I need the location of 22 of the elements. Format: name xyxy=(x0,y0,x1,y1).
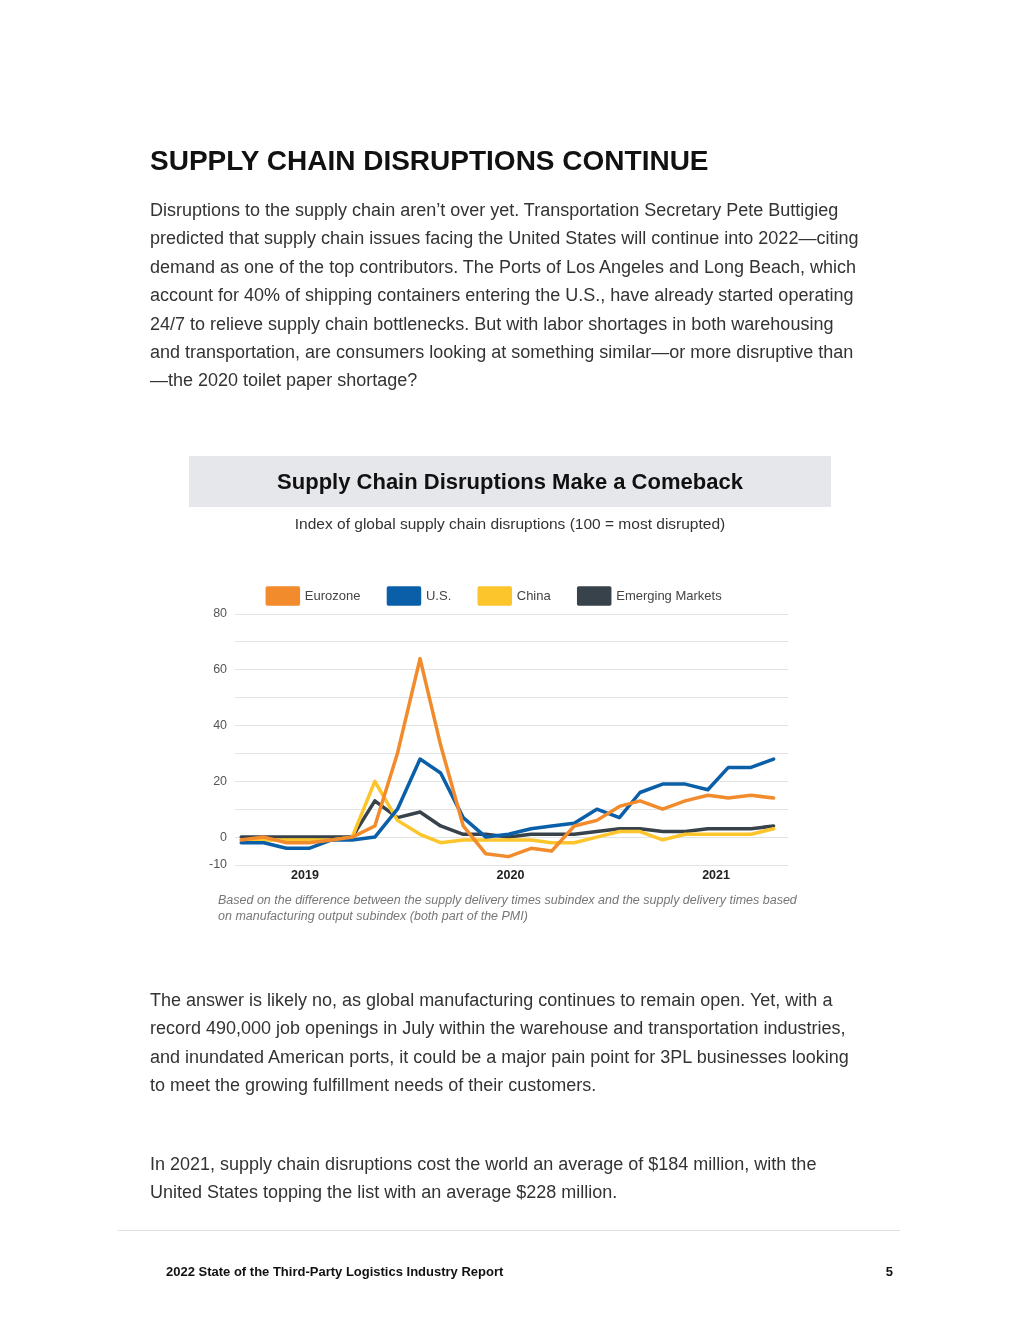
text: 2022 State of the Third-Party Logistics Industry Report xyxy=(166,1264,504,1279)
y-tick-label: -10 xyxy=(208,857,228,872)
chart-title: Supply Chain Disruptions Make a Comeback xyxy=(189,456,831,507)
y-tick-label: 60 xyxy=(213,662,228,677)
legend-label: Emerging Markets xyxy=(616,587,723,603)
legend-label: Eurozone xyxy=(304,587,361,603)
text: 5 xyxy=(885,1264,893,1279)
chart-subtitle: Index of global supply chain disruptions (100 = most disrupted) xyxy=(293,515,727,533)
text: Disruptions to the supply chain aren’t over yet. Transportation Secretary Pete Buttigieg predicted that supply chain issues facing the United States will continue into 2022—citing demand as one of the top contributors. The Ports of Los Angeles and Long Beach, which account for 40% of shipping containers entering the U.S., have already started operating 24/7 to relieve supply chain bottlenecks. But with labor shortages in both warehousing and transportation, are consumers looking at something similar—or more disruptive than—the 2020 toilet paper shortage? xyxy=(150,199,860,393)
x-tick-label: 2020 xyxy=(496,867,525,882)
y-tick-label: 80 xyxy=(213,606,228,621)
x-tick-label: 2019 xyxy=(291,867,319,882)
legend-label: China xyxy=(516,587,552,603)
y-tick-label: 0 xyxy=(220,829,228,844)
x-tick-label: 2021 xyxy=(702,867,731,882)
y-tick-label: 20 xyxy=(213,773,228,788)
text: SUPPLY CHAIN DISRUPTIONS CONTINUE xyxy=(150,145,709,177)
text: Based on the difference between the supply delivery times subindex and the supply delivery times based on manufacturing output subindex (both part of the PMI) xyxy=(218,892,798,924)
y-tick-label: 40 xyxy=(213,718,228,733)
text: The answer is likely no, as global manufacturing continues to remain open. Yet, with a record 490,000 job openings in July within the warehouse and transportation industries, and inundated American ports, it could be a major pain point for 3PL businesses looking to meet the growing fulfillment needs of their customers. xyxy=(150,989,850,1098)
text: In 2021, supply chain disruptions cost the world an average of $184 million, with the United States topping the list with an average $228 million. xyxy=(150,1153,818,1205)
legend-label: U.S. xyxy=(425,587,452,603)
